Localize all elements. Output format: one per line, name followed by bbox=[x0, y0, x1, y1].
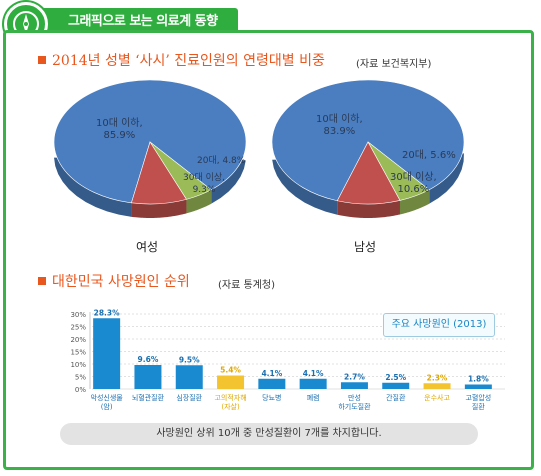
section1-source: (자료 보건복지부) bbox=[356, 59, 432, 70]
pie-female-title: 여성 bbox=[136, 240, 159, 254]
section2-source: (자료 통계청) bbox=[218, 280, 275, 291]
pie-male-label-10s: 10대 이하, 83.9% bbox=[316, 114, 363, 137]
pie-male-label-30s: 30대 이상, 10.6% bbox=[390, 172, 437, 195]
header-title: 그래픽으로 보는 의료계 동향 bbox=[68, 14, 218, 29]
content-frame bbox=[3, 30, 534, 470]
pie-male-label-20s: 20대, 5.6% bbox=[402, 150, 456, 161]
pie-female-label-30s: 30대 이상, 9.3% bbox=[183, 173, 226, 195]
pie-female-label-20s: 20대, 4.8% bbox=[197, 156, 246, 166]
footer-note: 사망원인 상위 10개 중 만성질환이 7개를 차지합니다. bbox=[60, 423, 478, 445]
section2-title: 대한민국 사망원인 순위 bbox=[52, 274, 190, 290]
section1-bullet bbox=[38, 56, 46, 64]
pie-female-label-10s: 10대 이하, 85.9% bbox=[96, 118, 143, 141]
section1-title: 2014년 성별 ‘사시’ 진료인원의 연령대별 비중 bbox=[52, 53, 325, 69]
header-tab bbox=[40, 8, 238, 32]
section2-bullet bbox=[38, 277, 46, 285]
pie-male-title: 남성 bbox=[354, 240, 377, 254]
bar-chart-legend-title: 주요 사망원인 (2013) bbox=[383, 313, 495, 337]
